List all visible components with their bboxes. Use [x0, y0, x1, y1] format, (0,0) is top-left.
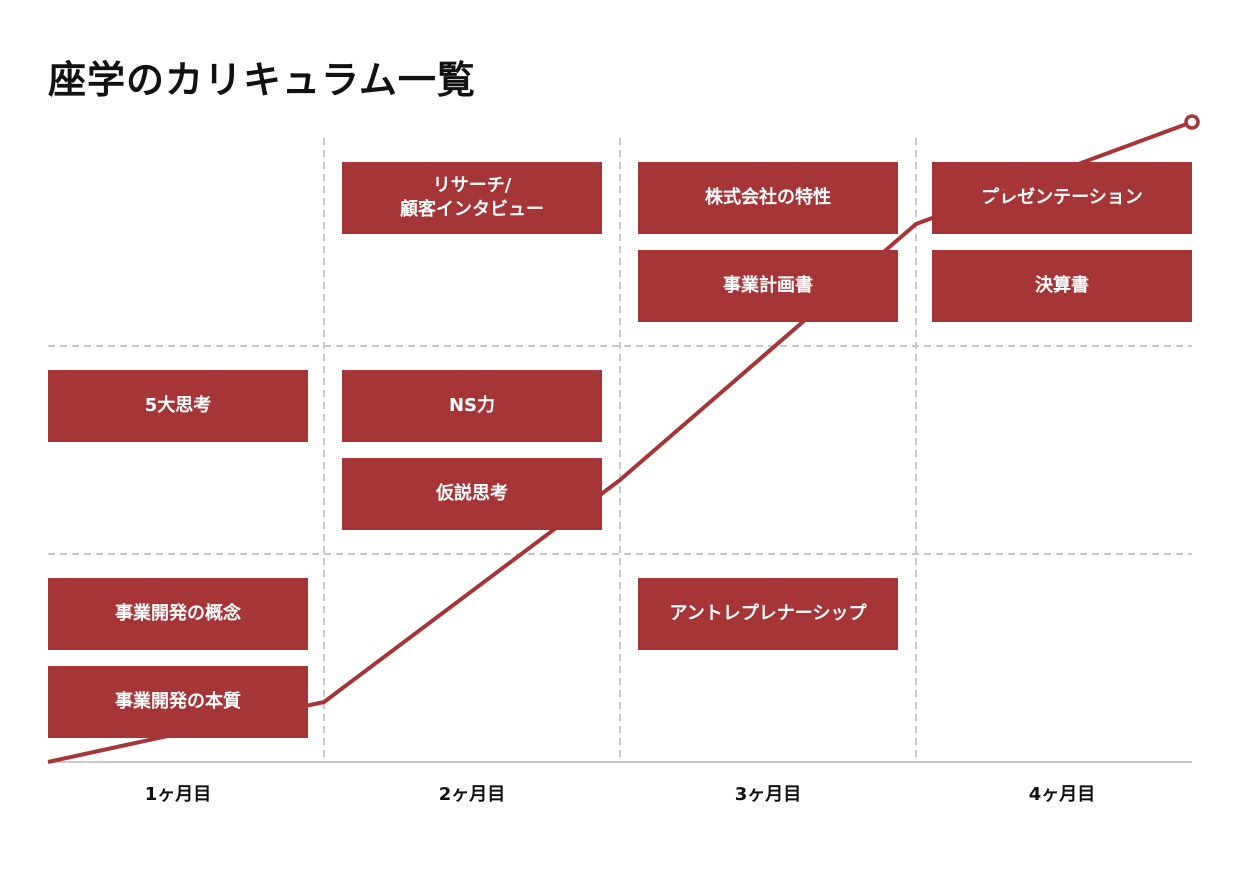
- curriculum-box-label: 5大思考: [144, 395, 212, 416]
- page-title: 座学のカリキュラム一覧: [48, 58, 476, 102]
- curriculum-box-label: 事業開発の本質: [115, 691, 241, 712]
- month-label: 2ヶ月目: [438, 784, 506, 805]
- month-label: 4ヶ月目: [1028, 784, 1096, 805]
- curriculum-box: リサーチ/ 顧客インタビュー: [342, 162, 602, 234]
- curriculum-box-label: 事業開発の概念: [115, 603, 241, 624]
- curriculum-box: 仮説思考: [342, 458, 602, 530]
- curriculum-box: 事業開発の本質: [48, 666, 308, 738]
- curriculum-box: 5大思考: [48, 370, 308, 442]
- curriculum-box: 株式会社の特性: [638, 162, 898, 234]
- curriculum-box: プレゼンテーション: [932, 162, 1192, 234]
- curriculum-box: アントレプレナーシップ: [638, 578, 898, 650]
- curriculum-box: 事業計画書: [638, 250, 898, 322]
- month-label: 3ヶ月目: [734, 784, 802, 805]
- curriculum-box-label: 事業計画書: [723, 275, 813, 296]
- month-label: 1ヶ月目: [144, 784, 212, 805]
- curriculum-box-label: プレゼンテーション: [981, 187, 1143, 208]
- curriculum-box-label: 決算書: [1035, 275, 1089, 296]
- curriculum-box-label: アントレプレナーシップ: [669, 603, 867, 624]
- curriculum-box: 事業開発の概念: [48, 578, 308, 650]
- curriculum-box-label: 仮説思考: [436, 483, 508, 504]
- curriculum-box-label: リサーチ/ 顧客インタビュー: [400, 175, 544, 220]
- curriculum-box-label: NS力: [448, 395, 496, 416]
- curriculum-box-label: 株式会社の特性: [705, 187, 831, 208]
- curriculum-box: 決算書: [932, 250, 1192, 322]
- curriculum-box: NS力: [342, 370, 602, 442]
